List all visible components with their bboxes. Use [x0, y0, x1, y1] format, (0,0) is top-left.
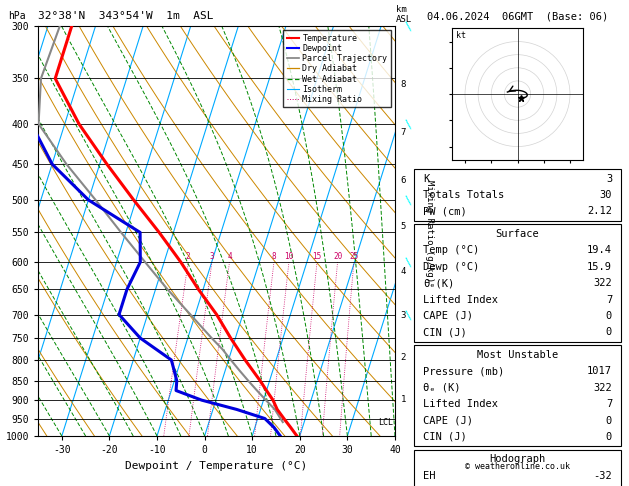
Text: 0: 0 [606, 416, 612, 426]
Text: Temp (°C): Temp (°C) [423, 245, 479, 255]
Text: /: / [403, 20, 415, 32]
Text: CIN (J): CIN (J) [423, 328, 467, 337]
Text: Pressure (mb): Pressure (mb) [423, 366, 504, 376]
Text: Hodograph: Hodograph [489, 454, 545, 464]
Text: 25: 25 [349, 252, 359, 261]
Text: /: / [403, 309, 415, 321]
Text: 3: 3 [606, 174, 612, 184]
Text: 15: 15 [313, 252, 321, 261]
X-axis label: Dewpoint / Temperature (°C): Dewpoint / Temperature (°C) [125, 461, 308, 470]
Text: 2: 2 [401, 353, 406, 363]
Text: CAPE (J): CAPE (J) [423, 311, 473, 321]
Text: 7: 7 [606, 295, 612, 305]
Text: 4: 4 [227, 252, 232, 261]
Text: 19.4: 19.4 [587, 245, 612, 255]
Text: 0: 0 [606, 311, 612, 321]
Text: Lifted Index: Lifted Index [423, 399, 498, 409]
Text: 1017: 1017 [587, 366, 612, 376]
Text: PW (cm): PW (cm) [423, 207, 467, 216]
Bar [415, 450, 621, 486]
Legend: Temperature, Dewpoint, Parcel Trajectory, Dry Adiabat, Wet Adiabat, Isotherm, Mi: Temperature, Dewpoint, Parcel Trajectory… [283, 30, 391, 107]
Text: Most Unstable: Most Unstable [477, 350, 558, 360]
Text: -32: -32 [593, 471, 612, 481]
Text: 1: 1 [401, 395, 406, 404]
Text: 3: 3 [209, 252, 214, 261]
Text: CAPE (J): CAPE (J) [423, 416, 473, 426]
Text: θₑ (K): θₑ (K) [423, 382, 460, 393]
Text: LCL: LCL [379, 417, 394, 427]
Text: 0: 0 [606, 328, 612, 337]
Text: CIN (J): CIN (J) [423, 432, 467, 442]
Text: 7: 7 [606, 399, 612, 409]
Text: © weatheronline.co.uk: © weatheronline.co.uk [465, 462, 570, 471]
Text: 32°38'N  343°54'W  1m  ASL: 32°38'N 343°54'W 1m ASL [38, 11, 213, 21]
Text: /: / [403, 256, 415, 268]
Bar [415, 224, 621, 342]
Text: hPa: hPa [8, 11, 25, 21]
Text: /: / [403, 194, 415, 206]
Text: 8: 8 [401, 80, 406, 89]
Text: Surface: Surface [496, 229, 540, 239]
Text: 0: 0 [606, 432, 612, 442]
Text: 20: 20 [333, 252, 342, 261]
Text: 322: 322 [593, 278, 612, 288]
Text: Lifted Index: Lifted Index [423, 295, 498, 305]
Bar [415, 169, 621, 221]
Text: 7: 7 [401, 128, 406, 138]
Text: km
ASL: km ASL [396, 5, 413, 23]
Text: kt: kt [456, 31, 466, 40]
Text: 15.9: 15.9 [587, 261, 612, 272]
Text: 2: 2 [186, 252, 191, 261]
Text: 8: 8 [272, 252, 276, 261]
Text: 322: 322 [593, 382, 612, 393]
Text: θₑ(K): θₑ(K) [423, 278, 454, 288]
Text: 5: 5 [401, 222, 406, 231]
Text: 2.12: 2.12 [587, 207, 612, 216]
Text: 10: 10 [284, 252, 294, 261]
Bar [415, 345, 621, 446]
Text: 04.06.2024  06GMT  (Base: 06): 04.06.2024 06GMT (Base: 06) [427, 11, 608, 21]
Text: 30: 30 [599, 190, 612, 200]
Text: 6: 6 [401, 176, 406, 185]
Text: 3: 3 [401, 311, 406, 320]
Text: K: K [423, 174, 429, 184]
Text: Mixing Ratio (g/kg): Mixing Ratio (g/kg) [425, 180, 434, 282]
Text: 4: 4 [401, 267, 406, 276]
Text: Dewp (°C): Dewp (°C) [423, 261, 479, 272]
Text: EH: EH [423, 471, 435, 481]
Text: Totals Totals: Totals Totals [423, 190, 504, 200]
Text: /: / [403, 118, 415, 130]
